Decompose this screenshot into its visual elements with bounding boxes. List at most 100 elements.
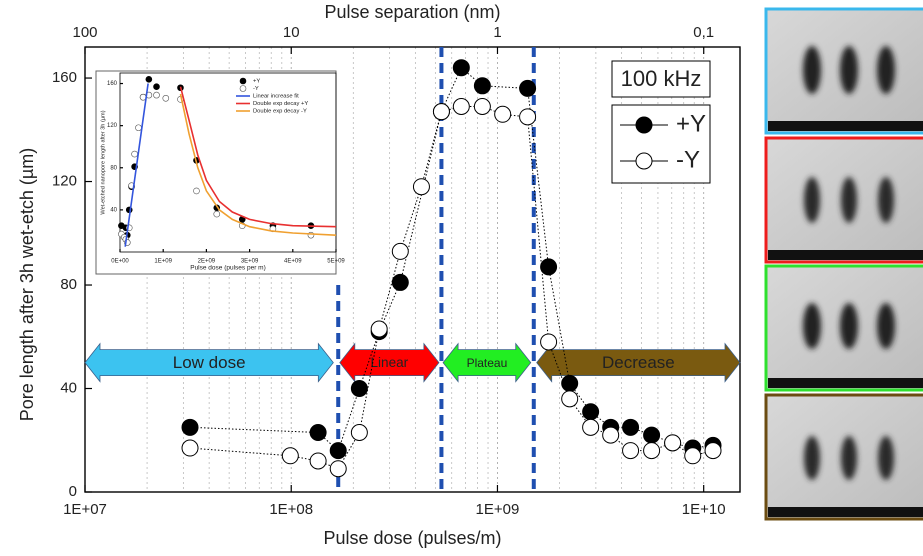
legend-label: Double exp decay -Y xyxy=(253,109,307,115)
data-point xyxy=(519,79,537,97)
data-point xyxy=(643,442,661,460)
x-tick-label: 1E+08 xyxy=(269,501,313,518)
y-axis-title: Pore length after 3h wet-etch (µm) xyxy=(17,148,37,422)
data-point xyxy=(370,320,388,338)
x-tick-label: 1E+10 xyxy=(682,501,726,518)
annotation: 100 kHz xyxy=(621,66,702,91)
data-point xyxy=(135,124,142,132)
x2-tick-label: 0,1 xyxy=(693,24,714,41)
data-point xyxy=(473,98,491,116)
series-line xyxy=(179,93,337,236)
x-tick-label: 2E+09 xyxy=(198,259,216,265)
region-label: Low dose xyxy=(173,353,246,372)
y-tick-label: 120 xyxy=(52,173,77,190)
data-point xyxy=(582,418,600,436)
y-tick-label: 40 xyxy=(60,379,77,396)
region-label: Plateau xyxy=(467,356,508,370)
x2-tick-label: 10 xyxy=(283,24,300,41)
data-point xyxy=(309,423,327,441)
region-label: Linear xyxy=(370,355,408,370)
data-point xyxy=(494,105,512,123)
data-point xyxy=(350,380,368,398)
x-tick-label: 1E+09 xyxy=(476,501,520,518)
data-point xyxy=(452,59,470,77)
data-point xyxy=(561,390,579,408)
data-point xyxy=(622,418,640,436)
inset-chart: 0E+00 1E+09 2E+09 3E+09 4E+09 5E+09 40 80 120 160… xyxy=(95,70,345,275)
data-point xyxy=(473,77,491,95)
data-point xyxy=(452,98,470,116)
y-tick-label: 80 xyxy=(60,276,77,293)
x-tick-label: 1E+07 xyxy=(63,501,107,518)
x2-axis-title: Pulse separation (nm) xyxy=(324,2,500,22)
x-tick-label: 3E+09 xyxy=(241,259,259,265)
legend-box xyxy=(611,104,711,184)
data-point xyxy=(281,447,299,465)
data-point xyxy=(622,442,640,460)
region-arrow xyxy=(84,342,334,383)
data-point xyxy=(704,442,722,460)
data-point xyxy=(153,83,160,90)
y-tick-label: 160 xyxy=(107,81,118,87)
x-tick-label: 5E+09 xyxy=(327,259,345,265)
legend-label: Linear increase fit xyxy=(253,94,299,100)
data-point xyxy=(643,426,661,444)
data-point xyxy=(131,150,138,158)
sem-image xyxy=(764,393,923,521)
x2-tick-label: 100 xyxy=(72,24,97,41)
plot-frame xyxy=(84,46,741,493)
x-axis-title: Pulse dose (pulses per m) xyxy=(190,265,266,272)
data-point xyxy=(684,447,702,465)
sem-images xyxy=(764,7,923,521)
legend-marker xyxy=(239,85,247,92)
data-point xyxy=(193,187,200,195)
y-axis-title: Wet-etched nanopore length after 3h (µm) xyxy=(100,110,106,214)
x-axis-title: Pulse dose (pulses/m) xyxy=(323,528,501,548)
data-point xyxy=(153,91,160,99)
legend-label: Double exp decay +Y xyxy=(253,101,308,107)
legend-label: +Y xyxy=(253,79,260,85)
data-point xyxy=(350,423,368,441)
data-point xyxy=(213,210,221,218)
y-tick-label: 40 xyxy=(110,207,117,213)
legend-marker xyxy=(635,116,653,134)
data-point xyxy=(432,103,450,121)
data-point xyxy=(412,178,430,196)
legend-marker xyxy=(635,152,653,170)
data-point xyxy=(602,426,620,444)
data-point xyxy=(181,439,199,457)
data-point xyxy=(519,108,537,126)
y-tick-label: 0 xyxy=(69,483,77,500)
annotation-box xyxy=(611,60,711,98)
sem-image xyxy=(764,264,923,392)
data-point xyxy=(664,434,682,452)
region-arrow xyxy=(442,342,532,383)
plot-frame xyxy=(119,72,337,253)
y-tick-label: 160 xyxy=(52,69,77,86)
data-point xyxy=(145,76,153,83)
data-point xyxy=(329,442,347,460)
data-point xyxy=(540,258,558,276)
legend-marker xyxy=(239,77,247,85)
x-tick-label: 1E+09 xyxy=(154,259,172,265)
legend-label: +Y xyxy=(676,110,706,137)
data-point xyxy=(162,94,170,102)
data-point xyxy=(329,460,347,478)
y-tick-label: 80 xyxy=(110,165,117,171)
x2-tick-label: 1 xyxy=(493,24,501,41)
legend-label: -Y xyxy=(676,146,700,173)
series-line xyxy=(189,106,714,470)
x-tick-label: 4E+09 xyxy=(284,259,302,265)
data-point xyxy=(181,418,199,436)
data-point xyxy=(540,333,558,351)
data-point xyxy=(391,273,409,291)
sem-image xyxy=(764,136,923,264)
data-point xyxy=(582,403,600,421)
region-label: Decrease xyxy=(602,353,675,372)
series-line xyxy=(124,83,149,247)
data-point xyxy=(391,242,409,260)
y-tick-label: 120 xyxy=(107,123,118,129)
data-point xyxy=(309,452,327,470)
